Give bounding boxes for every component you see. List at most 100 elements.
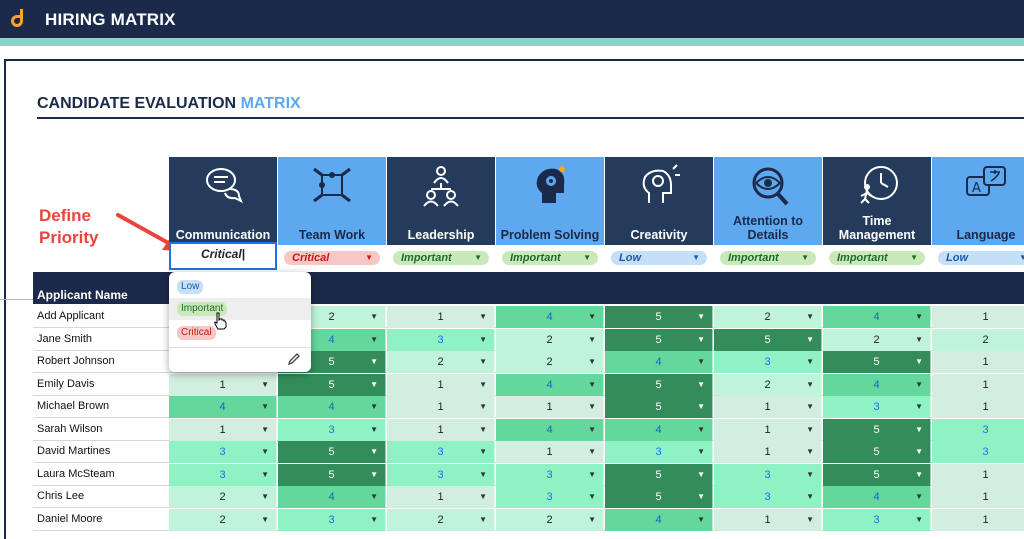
dropdown-caret-icon[interactable]: ▼ [261,469,269,479]
dropdown-caret-icon[interactable]: ▼ [583,253,591,262]
score-cell[interactable]: 5 ▼ [605,486,713,508]
dropdown-caret-icon[interactable]: ▼ [261,492,269,501]
score-cell[interactable]: 1▼ [169,373,277,396]
dropdown-option-low[interactable]: Low [169,276,311,298]
score-cell[interactable]: 2▼ [496,328,604,351]
score-cell[interactable]: 3▼ [714,351,822,373]
dropdown-caret-icon[interactable]: ▼ [479,424,487,434]
dropdown-caret-icon[interactable]: ▼ [479,447,487,456]
dropdown-caret-icon[interactable]: ▼ [588,334,596,344]
score-cell[interactable]: 4 ▼ [496,373,604,396]
dropdown-caret-icon[interactable]: ▼ [261,447,269,456]
dropdown-caret-icon[interactable]: ▼ [915,469,923,479]
dropdown-caret-icon[interactable]: ▼ [261,424,269,434]
dropdown-option-important[interactable]: Important [169,298,311,320]
dropdown-caret-icon[interactable]: ▼ [806,447,814,456]
priority-pill[interactable]: Critical ▼ [284,251,380,265]
priority-cell[interactable]: Important ▼ [496,246,604,270]
dropdown-option-critical[interactable]: Critical [169,322,311,344]
score-cell[interactable]: 1▼ [496,396,604,418]
score-cell[interactable]: 1▼ [387,373,495,396]
score-cell[interactable]: 3▼ [387,441,495,463]
dropdown-caret-icon[interactable]: ▼ [697,514,705,524]
priority-pill[interactable]: Low ▼ [611,251,707,265]
dropdown-caret-icon[interactable]: ▼ [588,514,596,524]
dropdown-caret-icon[interactable]: ▼ [370,312,378,321]
dropdown-caret-icon[interactable]: ▼ [479,469,487,479]
dropdown-caret-icon[interactable]: ▼ [479,492,487,501]
priority-edit-value[interactable]: Critical [200,247,242,261]
priority-cell[interactable]: Important ▼ [387,246,495,270]
score-cell[interactable]: 3▼ [605,441,713,463]
dropdown-caret-icon[interactable]: ▼ [261,379,269,389]
dropdown-caret-icon[interactable]: ▼ [806,379,814,389]
priority-pill[interactable]: Low ▼ [938,251,1024,265]
score-cell[interactable]: 3▼ [387,463,495,486]
score-cell[interactable]: 1▼ [714,418,822,441]
score-cell[interactable]: 4 ▼ [605,508,713,531]
dropdown-caret-icon[interactable]: ▼ [806,514,814,524]
dropdown-caret-icon[interactable]: ▼ [479,402,487,411]
dropdown-caret-icon[interactable]: ▼ [261,514,269,524]
priority-cell[interactable]: Important ▼ [714,246,822,270]
dropdown-caret-icon[interactable]: ▼ [915,447,923,456]
score-cell[interactable]: 1▼ [496,441,604,463]
score-cell[interactable]: 3▼ [496,463,604,486]
score-cell[interactable]: 2▼ [387,508,495,531]
dropdown-caret-icon[interactable]: ▼ [1019,253,1024,262]
dropdown-caret-icon[interactable]: ▼ [806,469,814,479]
dropdown-caret-icon[interactable]: ▼ [915,334,923,344]
applicant-name[interactable]: Add Applicant [37,310,105,322]
dropdown-caret-icon[interactable]: ▼ [697,379,705,389]
score-cell[interactable]: 4 ▼ [496,306,604,328]
score-cell[interactable]: 1▼ [932,486,1024,508]
score-cell[interactable]: 4 ▼ [605,351,713,373]
dropdown-caret-icon[interactable]: ▼ [806,334,814,344]
dropdown-caret-icon[interactable]: ▼ [915,357,923,366]
dropdown-caret-icon[interactable]: ▼ [697,447,705,456]
dropdown-caret-icon[interactable]: ▼ [479,312,487,321]
score-cell[interactable]: 3▼ [496,486,604,508]
score-cell[interactable]: 4 ▼ [605,418,713,441]
dropdown-caret-icon[interactable]: ▼ [915,492,923,501]
score-cell[interactable]: 5 ▼ [605,463,713,486]
score-cell[interactable]: 2▼ [714,373,822,396]
dropdown-caret-icon[interactable]: ▼ [479,379,487,389]
score-cell[interactable]: 5 ▼ [605,306,713,328]
dropdown-caret-icon[interactable]: ▼ [370,379,378,389]
score-cell[interactable]: 1▼ [932,351,1024,373]
score-cell[interactable]: 3▼ [932,441,1024,463]
score-cell[interactable]: 5 ▼ [823,351,931,373]
score-cell[interactable]: 5 ▼ [278,373,386,396]
dropdown-caret-icon[interactable]: ▼ [806,402,814,411]
score-cell[interactable]: 1▼ [714,396,822,418]
dropdown-caret-icon[interactable]: ▼ [697,402,705,411]
priority-cell[interactable]: Low ▼ [605,246,713,270]
dropdown-caret-icon[interactable]: ▼ [370,357,378,366]
pencil-icon[interactable] [287,352,301,366]
score-cell[interactable]: 2▼ [932,328,1024,351]
dropdown-caret-icon[interactable]: ▼ [697,469,705,479]
dropdown-caret-icon[interactable]: ▼ [806,357,814,366]
dropdown-caret-icon[interactable]: ▼ [915,402,923,411]
dropdown-caret-icon[interactable]: ▼ [479,357,487,366]
score-cell[interactable]: 1▼ [714,508,822,531]
dropdown-caret-icon[interactable]: ▼ [915,312,923,321]
score-cell[interactable]: 3▼ [169,441,277,463]
score-cell[interactable]: 1▼ [932,508,1024,531]
dropdown-caret-icon[interactable]: ▼ [588,312,596,321]
dropdown-caret-icon[interactable]: ▼ [370,402,378,411]
score-cell[interactable]: 5 ▼ [605,396,713,418]
score-cell[interactable]: 4 ▼ [169,396,277,418]
dropdown-caret-icon[interactable]: ▼ [365,253,373,262]
dropdown-caret-icon[interactable]: ▼ [915,379,923,389]
score-cell[interactable]: 2▼ [823,328,931,351]
score-cell[interactable]: 5 ▼ [605,373,713,396]
score-cell[interactable]: 3▼ [714,486,822,508]
option-chip-critical[interactable]: Critical [177,326,216,340]
score-cell[interactable]: 2▼ [496,351,604,373]
score-cell[interactable]: 1▼ [932,306,1024,328]
dropdown-caret-icon[interactable]: ▼ [915,424,923,434]
score-cell[interactable]: 2▼ [169,508,277,531]
score-cell[interactable]: 2▼ [169,486,277,508]
